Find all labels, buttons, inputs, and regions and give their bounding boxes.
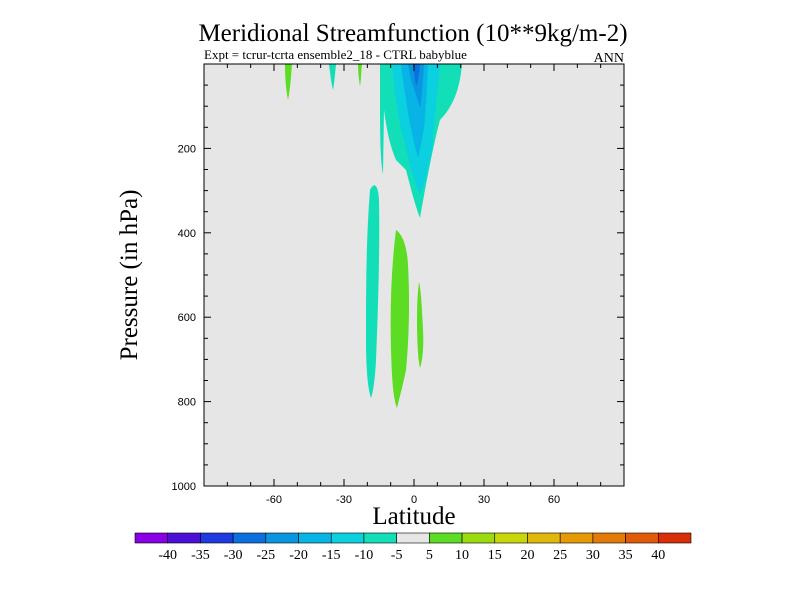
x-tick-label: -30 (336, 494, 352, 506)
colorbar-swatch (330, 532, 365, 544)
y-tick-label: 200 (178, 143, 196, 155)
colorbar-swatch (592, 532, 626, 544)
region-lower-pos-5a (390, 230, 410, 408)
region-speck-pos-2 (358, 64, 362, 86)
region-lower-pos-5b (417, 282, 424, 368)
colorbar-swatch (134, 532, 169, 544)
y-axis-label: Pressure (in hPa) (116, 190, 143, 361)
colorbar-swatch (200, 532, 234, 544)
colorbar-swatch (396, 532, 430, 544)
chart-title: Meridional Streamfunction (10**9kg/m-2) (198, 20, 627, 47)
x-tick-label: 30 (478, 494, 490, 506)
colorbar-label: -35 (191, 548, 210, 563)
season-label: ANN (594, 51, 624, 66)
y-tick-label: 600 (178, 312, 196, 324)
colorbar-swatch (298, 532, 332, 544)
colorbar-swatch (559, 532, 594, 544)
colorbar-label: 20 (520, 548, 534, 563)
y-tick-label: 400 (178, 228, 196, 240)
colorbar-label: -20 (289, 548, 308, 563)
colorbar-label: 30 (586, 548, 600, 563)
x-tick-label: 60 (548, 494, 560, 506)
y-axis: 200 400 600 800 1000 (172, 84, 624, 493)
colorbar-swatch (657, 532, 692, 544)
region-speck-neg-1 (329, 64, 336, 90)
y-tick-label: 800 (178, 397, 196, 409)
colorbar-label: 25 (553, 548, 567, 563)
colorbar-label: 15 (488, 548, 502, 563)
chart-subtitle: Expt = tcrur-tcrta ensemble2_18 - CTRL b… (204, 47, 467, 62)
colorbar-swatch (167, 532, 201, 544)
colorbar-label: 40 (651, 548, 665, 563)
colorbar-label: -25 (256, 548, 275, 563)
colorbar-label: -40 (158, 548, 177, 563)
colorbar-label: -5 (391, 548, 403, 563)
x-tick-label: -60 (266, 494, 282, 506)
colorbar-swatch (363, 532, 397, 544)
y-tick-label: 1000 (172, 481, 196, 493)
plot-area (203, 63, 625, 487)
colorbar-label: -10 (355, 548, 374, 563)
colorbar-label: 10 (455, 548, 469, 563)
colorbar-swatch (527, 532, 561, 544)
colorbar-label: -30 (224, 548, 243, 563)
colorbar: -40 -35 -30 -25 -20 -15 -10 -5 5 10 15 20 25 30 35 40 (134, 532, 692, 563)
region-lower-neg-5 (366, 185, 380, 398)
colorbar-swatch (265, 532, 299, 544)
region-speck-pos-1 (285, 64, 292, 100)
colorbar-label: 5 (426, 548, 433, 563)
colorbar-swatch (461, 532, 496, 544)
x-axis-label: Latitude (372, 503, 455, 530)
colorbar-swatch (625, 532, 659, 544)
colorbar-label: 35 (619, 548, 633, 563)
x-tick-label: 0 (411, 494, 417, 506)
region-upper-neg-25 (413, 64, 420, 86)
colorbar-swatch (232, 532, 267, 544)
colorbar-swatch (429, 532, 463, 544)
colorbar-swatch (494, 532, 528, 544)
x-axis: -60 -30 0 30 60 (226, 64, 602, 506)
colorbar-label: -15 (322, 548, 341, 563)
